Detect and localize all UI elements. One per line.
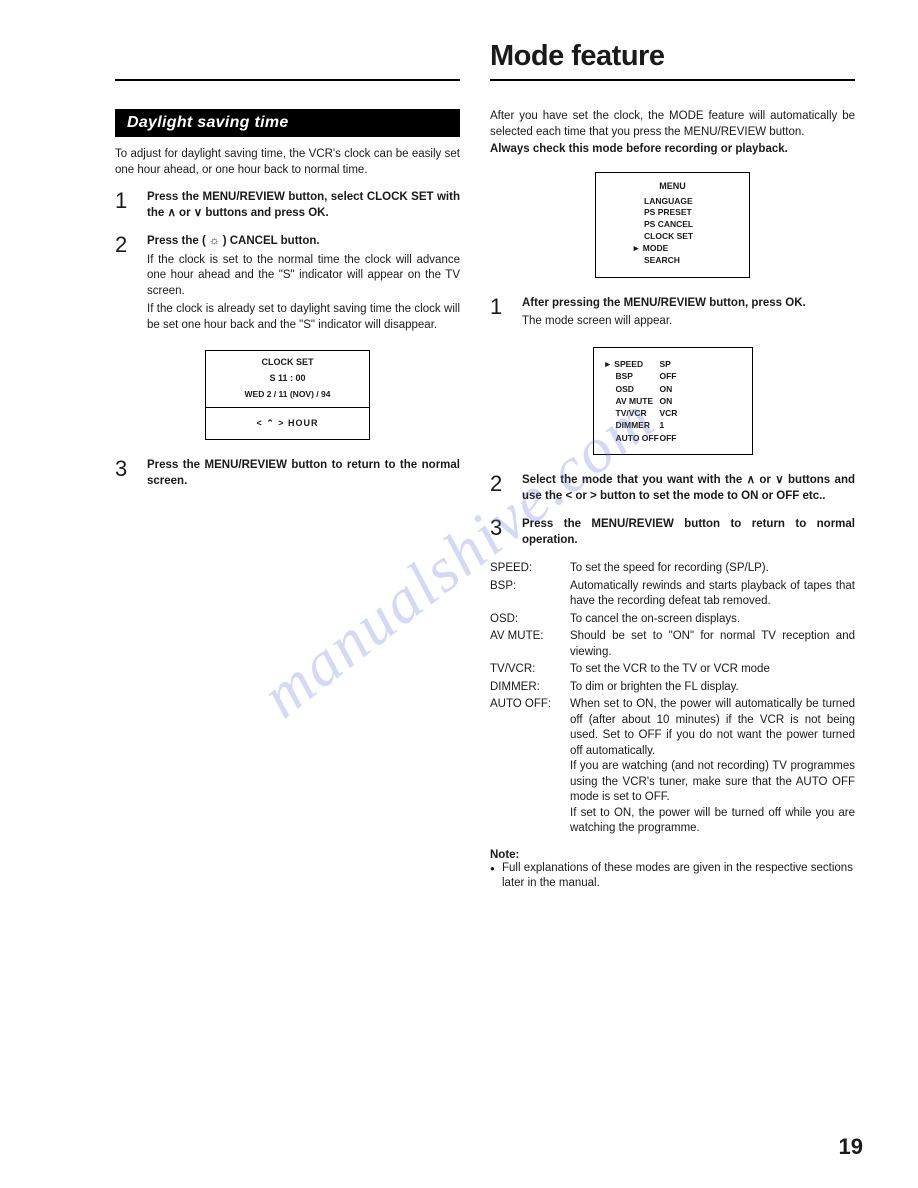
mode-screen: SPEEDSPBSPOFFOSDONAV MUTEONTV/VCRVCRDIMM… [593,347,753,455]
definition-term: SPEED: [490,561,570,577]
mode-row: BSPOFF [594,370,752,382]
right-column: After you have set the clock, the MODE f… [490,109,855,892]
screen-title: CLOCK SET [206,351,369,370]
definition-row: AV MUTE:Should be set to "ON" for normal… [490,629,855,660]
menu-item: PS CANCEL [596,219,749,231]
menu-item: LANGUAGE [596,196,749,208]
intro-text: After you have set the clock, the MODE f… [490,109,855,140]
definition-term: AV MUTE: [490,629,570,660]
definition-text: To set the speed for recording (SP/LP). [570,561,855,577]
definition-text: Should be set to "ON" for normal TV rece… [570,629,855,660]
step-heading: Press the MENU/REVIEW button to return t… [147,458,460,489]
rule-row [115,79,863,81]
definition-text: To cancel the on-screen displays. [570,612,855,628]
step-2: 2 Select the mode that you want with the… [490,473,855,507]
note-title: Note: [490,849,855,861]
screen-line: S 11 : 00 [206,370,369,386]
intro-text: To adjust for daylight saving time, the … [115,147,460,178]
definition-row: BSP:Automatically rewinds and starts pla… [490,579,855,610]
definition-term: TV/VCR: [490,662,570,678]
step-3: 3 Press the MENU/REVIEW button to return… [115,458,460,492]
definition-text: To dim or brighten the FL display. [570,680,855,696]
step-text: The mode screen will appear. [522,314,855,330]
definition-row: SPEED:To set the speed for recording (SP… [490,561,855,577]
step-heading: Select the mode that you want with the ∧… [522,473,855,504]
step-text: If the clock is set to the normal time t… [147,253,460,300]
menu-item: CLOCK SET [596,231,749,243]
definition-text: When set to ON, the power will automatic… [570,697,855,837]
menu-screen: MENU LANGUAGEPS PRESETPS CANCELCLOCK SET… [595,172,750,278]
mode-row: AV MUTEON [594,395,752,407]
definition-row: TV/VCR:To set the VCR to the TV or VCR m… [490,662,855,678]
clock-set-screen: CLOCK SET S 11 : 00 WED 2 / 11 (NOV) / 9… [205,350,370,440]
note-body: Full explanations of these modes are giv… [490,861,855,892]
menu-item: PS PRESET [596,207,749,219]
step-2: 2 Press the ( ☼ ) CANCEL button. If the … [115,234,460,336]
step-number: 3 [490,517,508,551]
definition-term: OSD: [490,612,570,628]
definition-term: DIMMER: [490,680,570,696]
screen-line: WED 2 / 11 (NOV) / 94 [206,386,369,407]
left-column: Daylight saving time To adjust for dayli… [115,109,460,892]
step-text: If the clock is already set to daylight … [147,302,460,333]
step-heading: Press the MENU/REVIEW button to return t… [522,517,855,548]
definition-term: BSP: [490,579,570,610]
menu-item: SEARCH [596,255,749,267]
mode-row: OSDON [594,383,752,395]
step-heading: Press the MENU/REVIEW button, select CLO… [147,190,460,221]
definitions-table: SPEED:To set the speed for recording (SP… [490,561,855,837]
step-1: 1 After pressing the MENU/REVIEW button,… [490,296,855,333]
step-heading: After pressing the MENU/REVIEW button, p… [522,296,855,312]
step-heading: Press the ( ☼ ) CANCEL button. [147,234,460,250]
step-1: 1 Press the MENU/REVIEW button, select C… [115,190,460,224]
definition-text: To set the VCR to the TV or VCR mode [570,662,855,678]
section-title: Daylight saving time [115,109,460,137]
definition-row: OSD:To cancel the on-screen displays. [490,612,855,628]
step-3: 3 Press the MENU/REVIEW button to return… [490,517,855,551]
step-number: 1 [115,190,133,224]
definition-term: AUTO OFF: [490,697,570,837]
page-number: 19 [839,1134,863,1160]
screen-line: < ⌃ > HOUR [206,408,369,439]
step-number: 3 [115,458,133,492]
mode-row: SPEEDSP [594,358,752,370]
definition-row: DIMMER:To dim or brighten the FL display… [490,680,855,696]
definition-text: Automatically rewinds and starts playbac… [570,579,855,610]
screen-title: MENU [596,181,749,191]
definition-row: AUTO OFF:When set to ON, the power will … [490,697,855,837]
intro-bold: Always check this mode before recording … [490,142,855,158]
menu-item: MODE [596,243,749,255]
page-title: Mode feature [490,40,863,73]
step-number: 2 [490,473,508,507]
step-number: 1 [490,296,508,333]
step-number: 2 [115,234,133,336]
mode-row: AUTO OFFOFF [594,432,752,444]
mode-row: TV/VCRVCR [594,407,752,419]
mode-row: DIMMER1 [594,419,752,431]
